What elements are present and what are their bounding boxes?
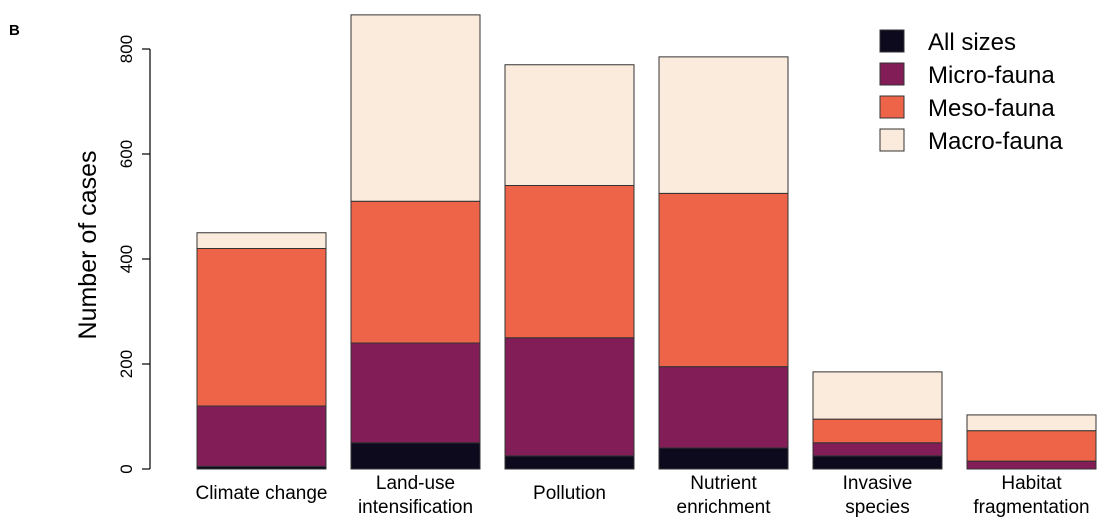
legend-label: All sizes (928, 29, 1016, 56)
category-label: fragmentation (973, 497, 1089, 518)
bar-segment-meso-fauna (504, 185, 635, 339)
bar-segment-all-sizes (350, 442, 481, 470)
bar-stack (658, 56, 789, 470)
bar-segment-macro-fauna (350, 14, 481, 202)
legend-item: Macro-fauna (879, 128, 1063, 155)
legend-swatch (879, 128, 905, 152)
legend-label: Macro-fauna (928, 128, 1063, 155)
legend-item: All sizes (879, 29, 1016, 56)
category-label: Nutrient (690, 473, 757, 494)
y-tick-label: 400 (117, 245, 136, 273)
bar-stack (350, 14, 481, 470)
category-label: Climate change (195, 483, 327, 504)
category-label: species (845, 497, 909, 518)
bars (196, 14, 1097, 470)
bar-segment-macro-fauna (658, 56, 789, 194)
category-label: intensification (358, 497, 473, 518)
bar-stack (196, 232, 327, 470)
bar-segment-meso-fauna (966, 430, 1097, 462)
legend-item: Meso-fauna (879, 95, 1055, 122)
bar-segment-all-sizes (504, 455, 635, 470)
category-labels: Climate change Land-use intensification Pol… (195, 473, 1089, 518)
bar-segment-macro-fauna (504, 64, 635, 186)
bar-segment-macro-fauna (966, 414, 1097, 432)
legend: All sizes Micro-fauna Meso-fauna Macro-faun… (879, 29, 1063, 155)
legend-label: Meso-fauna (928, 95, 1055, 122)
bar-segment-micro-fauna (658, 366, 789, 449)
category-label: Invasive (843, 473, 913, 494)
category-label: Habitat (1001, 473, 1062, 494)
y-tick-label: 0 (117, 464, 136, 473)
legend-swatch (879, 95, 905, 119)
bar-segment-meso-fauna (658, 192, 789, 368)
bar-segment-all-sizes (812, 455, 943, 470)
bar-segment-micro-fauna (196, 405, 327, 467)
bar-segment-micro-fauna (966, 460, 1097, 470)
panel-label: B (9, 22, 20, 39)
y-tick-label: 200 (117, 350, 136, 378)
category-label: enrichment (677, 497, 772, 518)
bar-stack (966, 414, 1097, 470)
legend-swatch (879, 29, 905, 53)
y-tick-label: 800 (117, 35, 136, 63)
y-axis: 0 200 400 600 800 (117, 35, 151, 474)
bar-segment-micro-fauna (812, 442, 943, 457)
bar-segment-macro-fauna (812, 371, 943, 420)
bar-segment-meso-fauna (350, 200, 481, 344)
y-tick-label: 600 (117, 140, 136, 168)
bar-segment-meso-fauna (196, 248, 327, 407)
legend-item: Micro-fauna (879, 62, 1055, 89)
category-label: Land-use (376, 473, 455, 494)
bar-segment-macro-fauna (196, 232, 327, 249)
bar-segment-micro-fauna (504, 337, 635, 457)
legend-label: Micro-fauna (928, 62, 1055, 89)
legend-swatch (879, 62, 905, 86)
bar-stack (504, 64, 635, 470)
bar-segment-micro-fauna (350, 342, 481, 444)
category-label: Pollution (533, 483, 606, 504)
y-axis-title: Number of cases (74, 151, 102, 340)
bar-stack (812, 371, 943, 470)
bar-segment-all-sizes (658, 447, 789, 470)
bar-segment-meso-fauna (812, 418, 943, 444)
